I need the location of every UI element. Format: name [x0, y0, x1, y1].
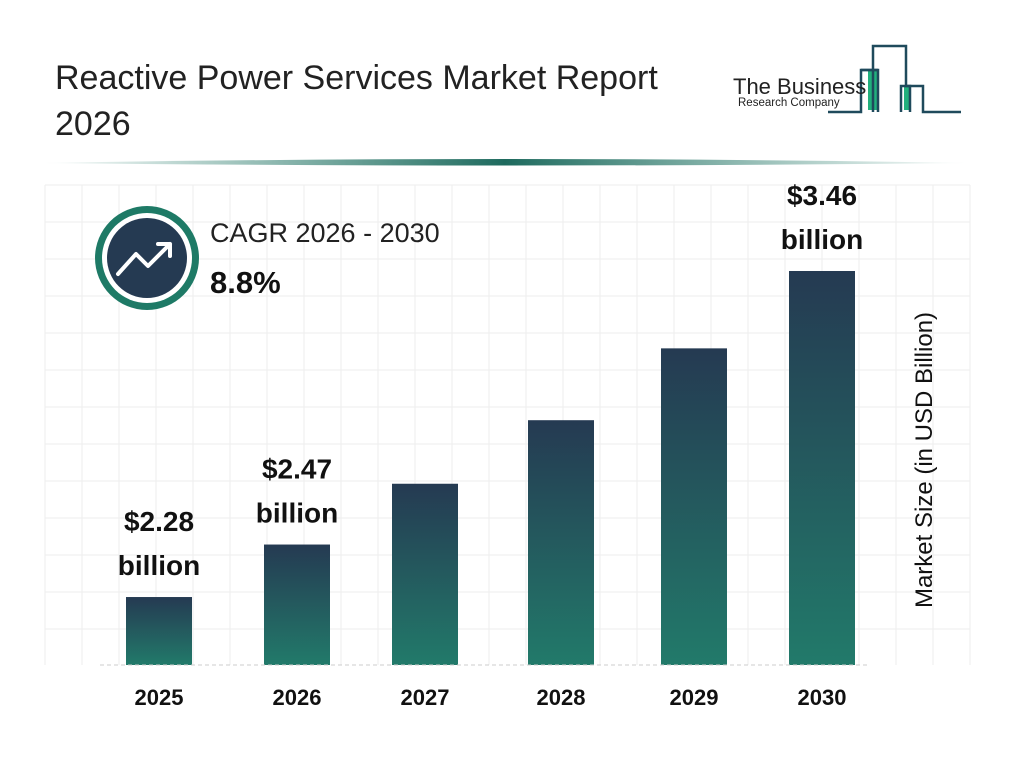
- data-label-unit: billion: [118, 550, 200, 581]
- x-tick-label: 2028: [537, 685, 586, 710]
- company-logo: The Business Research Company: [733, 44, 963, 116]
- bar-2028: [528, 420, 594, 665]
- data-label-unit: billion: [781, 224, 863, 255]
- cagr-value: 8.8%: [210, 265, 281, 300]
- x-tick-label: 2030: [798, 685, 847, 710]
- logo-buildings-icon: [828, 44, 961, 114]
- bar-2025: [126, 597, 192, 665]
- x-tick-label: 2029: [670, 685, 719, 710]
- page-title: Reactive Power Services Market Report 20…: [55, 59, 658, 143]
- bar-2029: [661, 348, 727, 665]
- data-label-value: $3.46: [787, 180, 857, 211]
- y-axis-label: Market Size (in USD Billion): [911, 311, 938, 609]
- cagr-label: CAGR 2026 - 2030: [210, 218, 440, 248]
- bar-2026: [264, 544, 330, 665]
- data-label-unit: billion: [256, 498, 338, 529]
- x-tick-label: 2027: [401, 685, 450, 710]
- data-label-value: $2.47: [262, 454, 332, 485]
- trending-up-icon: [116, 242, 172, 276]
- bar-2030: [789, 270, 855, 665]
- logo-line2: Research Company: [738, 97, 840, 109]
- x-tick-label: 2026: [273, 685, 322, 710]
- bar-2027: [392, 483, 458, 665]
- x-tick-label: 2025: [135, 685, 184, 710]
- cagr-badge: [95, 206, 199, 310]
- title-divider: [40, 159, 970, 166]
- data-label-value: $2.28: [124, 506, 194, 537]
- logo-line1: The Business: [733, 74, 867, 99]
